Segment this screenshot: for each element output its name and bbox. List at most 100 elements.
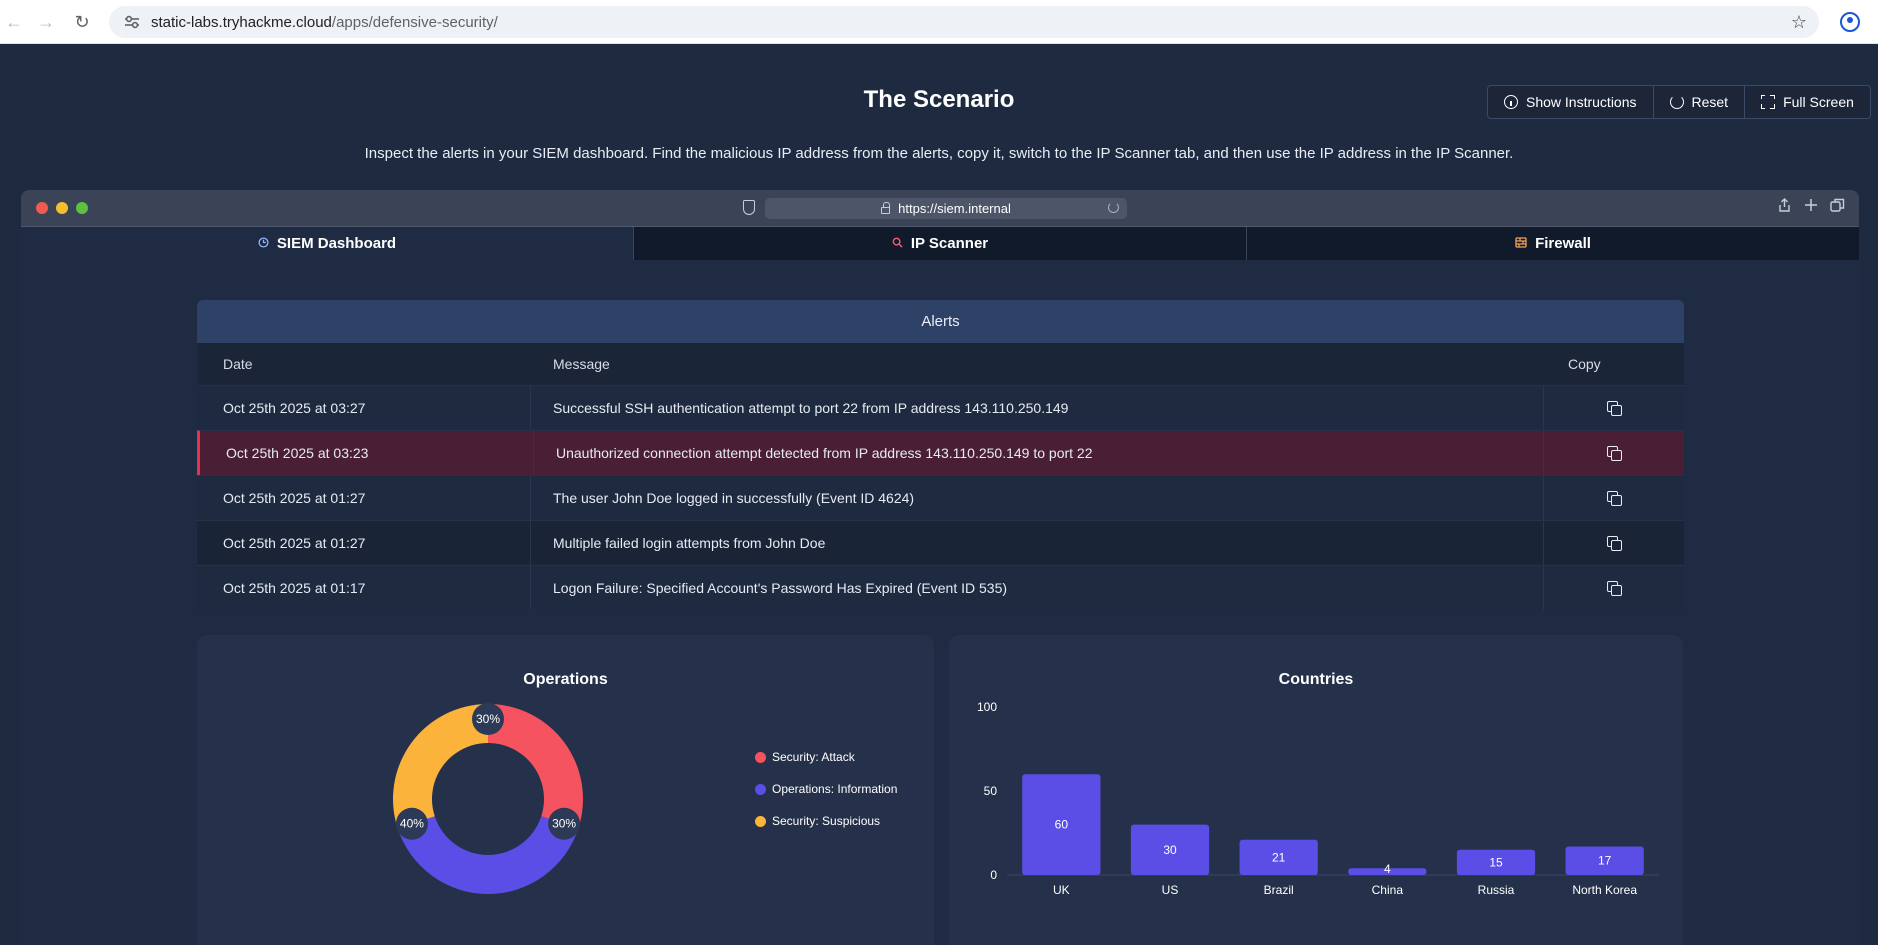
legend-item[interactable]: Security: Suspicious xyxy=(755,805,897,837)
search-icon xyxy=(892,237,903,251)
copy-icon xyxy=(1606,400,1622,416)
share-icon[interactable] xyxy=(1777,198,1792,217)
forward-arrow-icon[interactable]: → xyxy=(37,11,55,32)
copy-button[interactable] xyxy=(1544,566,1684,610)
countries-bar-chart: 0 50 100 60 UK 30 US 21 Brazil 4 China 15 Russia 17 No… xyxy=(977,700,1659,897)
alert-message: Successful SSH authentication attempt to… xyxy=(531,386,1544,430)
bar[interactable] xyxy=(1022,774,1101,875)
show-instructions-button[interactable]: Show Instructions xyxy=(1488,86,1654,118)
alert-date: Oct 25th 2025 at 01:17 xyxy=(197,566,531,610)
legend-label: Operations: Information xyxy=(772,782,898,796)
tab-firewall-label: Firewall xyxy=(1535,235,1591,252)
alert-message: Logon Failure: Specified Account's Passw… xyxy=(531,566,1544,610)
bar[interactable] xyxy=(1565,846,1644,875)
inner-url-text: https://siem.internal xyxy=(898,201,1011,216)
bar[interactable] xyxy=(1348,868,1427,875)
slice-percent-label: 30% xyxy=(552,817,576,831)
copy-icon xyxy=(1606,490,1622,506)
alerts-header-row: Date Message Copy xyxy=(197,343,1684,385)
alert-date: Oct 25th 2025 at 03:27 xyxy=(197,386,531,430)
copy-icon xyxy=(1606,445,1622,461)
copy-button[interactable] xyxy=(1544,521,1684,565)
x-tick-label: North Korea xyxy=(1572,883,1637,897)
tab-ip-scanner-label: IP Scanner xyxy=(910,235,989,252)
table-row: Oct 25th 2025 at 01:27 The user John Doe … xyxy=(197,475,1684,520)
tab-firewall[interactable]: Firewall xyxy=(1247,227,1859,260)
shield-icon xyxy=(743,200,755,215)
full-screen-button[interactable]: Full Screen xyxy=(1745,86,1870,118)
copy-button[interactable] xyxy=(1544,386,1684,430)
back-arrow-icon[interactable]: ← xyxy=(5,11,23,32)
legend-swatch xyxy=(755,751,766,763)
tab-ip-scanner[interactable]: IP Scanner xyxy=(634,227,1247,260)
tab-siem-dashboard[interactable]: SIEM Dashboard xyxy=(21,227,634,260)
copy-button[interactable] xyxy=(1544,431,1684,475)
table-row: Oct 25th 2025 at 01:17 Logon Failure: Spe… xyxy=(197,565,1684,610)
copy-button[interactable] xyxy=(1544,476,1684,520)
reset-icon xyxy=(1669,95,1684,109)
donut-slice[interactable] xyxy=(397,816,579,894)
reload-icon[interactable]: ↻ xyxy=(74,11,90,32)
tab-siem-dashboard-label: SIEM Dashboard xyxy=(276,235,397,252)
bar-value-label: 15 xyxy=(1489,855,1503,869)
bar-value-label: 21 xyxy=(1272,850,1286,864)
bar[interactable] xyxy=(1239,839,1318,875)
site-settings-icon[interactable] xyxy=(119,15,145,29)
clock-icon xyxy=(258,236,269,251)
url-host: static-labs.tryhackme.cloud xyxy=(151,13,332,31)
tabs-overview-icon[interactable] xyxy=(1830,198,1845,217)
bar[interactable] xyxy=(1130,824,1210,875)
column-header-message: Message xyxy=(553,356,610,372)
address-bar[interactable]: static-labs.tryhackme.cloud/apps/defensi… xyxy=(109,6,1819,38)
slice-percent-label: 40% xyxy=(400,817,424,831)
alerts-body: Oct 25th 2025 at 03:27 Successful SSH aut… xyxy=(197,385,1684,610)
operations-legend: Security: Attack Operations: Information S… xyxy=(755,741,897,837)
slice-label-badge xyxy=(395,807,428,840)
window-titlebar: https://siem.internal xyxy=(21,190,1859,227)
column-header-date: Date xyxy=(223,356,253,372)
donut-slice[interactable] xyxy=(393,704,488,829)
slice-label-badge xyxy=(548,807,581,840)
alerts-title: Alerts xyxy=(197,300,1684,343)
full-screen-label: Full Screen xyxy=(1783,94,1854,110)
new-tab-plus-icon[interactable] xyxy=(1804,198,1818,217)
reset-button[interactable]: Reset xyxy=(1654,86,1746,118)
copy-icon xyxy=(1606,580,1622,596)
close-window-dot[interactable] xyxy=(36,202,48,214)
bookmark-star-icon[interactable]: ☆ xyxy=(1790,12,1807,32)
copy-icon xyxy=(1606,535,1622,551)
x-tick-label: UK xyxy=(1053,883,1070,897)
y-tick-label: 0 xyxy=(990,868,997,882)
browser-toolbar: ← → ↻ static-labs.tryhackme.cloud/apps/d… xyxy=(0,0,1878,44)
show-instructions-label: Show Instructions xyxy=(1526,94,1637,110)
bar-value-label: 30 xyxy=(1163,843,1177,857)
info-icon xyxy=(1504,95,1518,109)
alert-date: Oct 25th 2025 at 03:23 xyxy=(200,431,534,475)
bar[interactable] xyxy=(1456,849,1536,875)
maximize-window-dot[interactable] xyxy=(76,202,88,214)
column-header-copy: Copy xyxy=(1568,356,1601,372)
donut-slice[interactable] xyxy=(488,704,583,829)
legend-item[interactable]: Operations: Information xyxy=(755,773,897,805)
scenario-actions: Show Instructions Reset Full Screen xyxy=(1487,85,1871,119)
inner-reload-icon[interactable] xyxy=(1108,202,1119,213)
table-row: Oct 25th 2025 at 03:27 Successful SSH aut… xyxy=(197,385,1684,430)
slice-label-badge xyxy=(472,703,504,735)
window-toolbar-icons xyxy=(1777,198,1845,217)
alert-date: Oct 25th 2025 at 01:27 xyxy=(197,521,531,565)
profile-avatar-icon[interactable] xyxy=(1840,12,1860,32)
firewall-icon xyxy=(1515,236,1527,251)
table-row: Oct 25th 2025 at 01:27 Multiple failed lo… xyxy=(197,520,1684,565)
app-tabs: SIEM Dashboard IP Scanner Firewall xyxy=(21,227,1859,260)
scenario-title: The Scenario xyxy=(863,86,1015,113)
legend-swatch xyxy=(755,783,766,795)
legend-item[interactable]: Security: Attack xyxy=(755,741,897,773)
bar-value-label: 60 xyxy=(1055,818,1069,832)
minimize-window-dot[interactable] xyxy=(56,202,68,214)
alert-message: The user John Doe logged in successfully… xyxy=(531,476,1544,520)
inner-address-bar[interactable]: https://siem.internal xyxy=(765,198,1127,219)
legend-label: Security: Suspicious xyxy=(772,814,881,828)
alert-date: Oct 25th 2025 at 01:27 xyxy=(197,476,531,520)
x-tick-label: China xyxy=(1372,883,1404,897)
x-tick-label: US xyxy=(1162,883,1179,897)
